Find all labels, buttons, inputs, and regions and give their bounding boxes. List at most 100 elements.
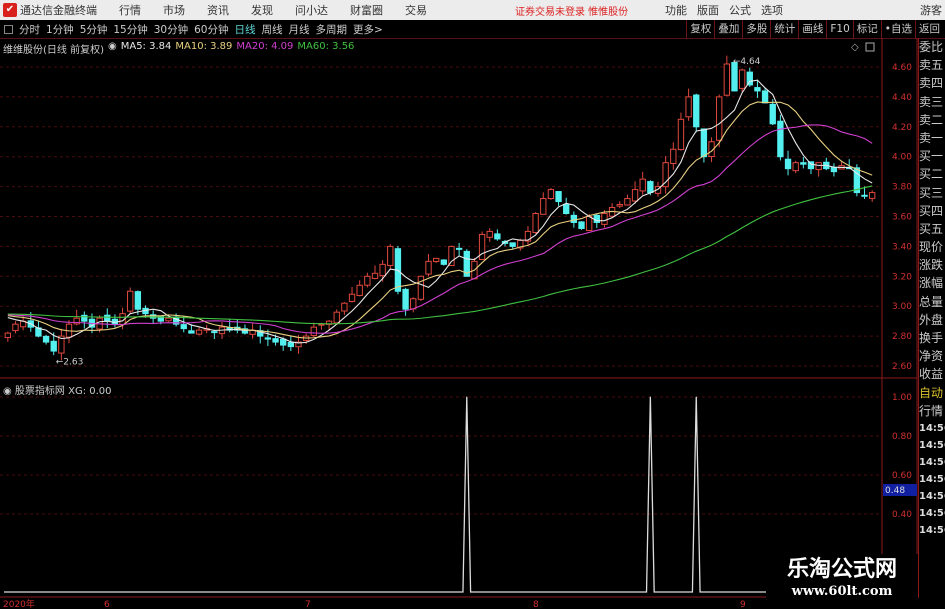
candle xyxy=(195,327,203,336)
ma20-line xyxy=(7,124,873,334)
toolbar-button-8[interactable]: 返回 xyxy=(915,20,943,39)
candle xyxy=(65,320,73,344)
price-tick: 4.20 xyxy=(892,123,912,133)
right-menu-1[interactable]: 版面 xyxy=(697,4,719,17)
login-status[interactable]: 证券交易未登录 惟惟股份 xyxy=(515,6,629,18)
candle xyxy=(746,67,753,87)
candle xyxy=(494,229,501,241)
indicator-tick: 0.40 xyxy=(892,510,912,520)
quote-label: 现价 xyxy=(919,240,944,255)
period-toolbar: 分时 1分钟 5分钟 15分钟 30分钟 60分钟 日线 周线 月线 多周期 更多> 复权 叠加 多股统… xyxy=(0,20,945,39)
toolbar-button-1[interactable]: 叠加 xyxy=(714,20,742,39)
period-tab-0[interactable]: 分时 xyxy=(19,23,40,36)
candle xyxy=(769,99,776,126)
period-tab-1[interactable]: 1分钟 xyxy=(46,23,74,36)
price-tick: 3.00 xyxy=(892,302,912,312)
main-chart-info: 维维股份(日线 前复权) ◉ MA5: 3.84 MA10: 3.89 MA20… xyxy=(3,41,354,56)
candle xyxy=(631,181,639,204)
ma10-line xyxy=(7,101,873,339)
xg-value: XG: 0.00 xyxy=(68,386,112,397)
quote-label: 卖一 xyxy=(919,130,944,145)
quote-label: 卖四 xyxy=(919,76,944,91)
candle xyxy=(639,171,646,195)
quote-panel: 委比 卖五 卖四 卖三 卖二 卖一 买一 买二 买三 买四 买五 现价 涨跌 涨幅 总量 外盘 换手 净资 收益 自动… xyxy=(918,38,945,598)
date-tick: 9 xyxy=(740,600,746,609)
price-tick: 4.40 xyxy=(892,93,912,103)
period-tab-8[interactable]: 月线 xyxy=(288,23,310,36)
candle xyxy=(624,194,631,206)
settings-icon[interactable]: ◉ xyxy=(107,41,117,52)
right-menu-3[interactable]: 选项 xyxy=(761,4,783,17)
expand-icon[interactable] xyxy=(865,42,875,52)
indicator-info: ◉ 股票指标网 XG: 0.00 xyxy=(3,382,112,397)
candle xyxy=(81,311,88,329)
candle xyxy=(616,201,623,209)
candle xyxy=(823,157,830,171)
candle xyxy=(815,162,822,177)
period-tab-6[interactable]: 日线 xyxy=(234,23,256,36)
xg-signal-peak xyxy=(649,396,651,398)
ma60-line xyxy=(7,185,873,325)
candle xyxy=(455,242,463,256)
low-annotation: ←2.63 xyxy=(56,358,84,368)
candle xyxy=(4,331,12,342)
xg-signal-peak xyxy=(466,396,468,398)
settings-icon[interactable]: ◉ xyxy=(3,386,12,397)
quote-label: 卖三 xyxy=(919,94,944,109)
period-tab-4[interactable]: 30分钟 xyxy=(153,23,189,36)
quote-tab[interactable]: 行情 xyxy=(919,403,944,418)
candle xyxy=(280,337,287,351)
menu-4[interactable]: 问小达 xyxy=(295,4,328,17)
watermark-name: 乐淘公式网 xyxy=(786,556,897,582)
watermark-url: www.60lt.com xyxy=(791,584,893,599)
right-menu-2[interactable]: 公式 xyxy=(729,4,751,17)
tick-time: 14:56 xyxy=(919,507,945,519)
toolbar-button-0[interactable]: 复权 xyxy=(686,20,714,39)
candle xyxy=(685,88,692,121)
period-tab-5[interactable]: 60分钟 xyxy=(194,23,229,36)
guest-button[interactable]: 游客 xyxy=(920,4,942,17)
right-menu-0[interactable]: 功能 xyxy=(665,4,687,17)
candle xyxy=(448,245,455,267)
auto-button[interactable]: 自动 xyxy=(919,385,944,400)
toolbar-button-3[interactable]: 统计 xyxy=(770,20,798,39)
tick-time: 14:56 xyxy=(919,456,945,468)
price-tick: 3.40 xyxy=(892,242,912,252)
period-tab-10[interactable]: 更多> xyxy=(353,23,383,36)
candle xyxy=(12,321,19,334)
candle xyxy=(325,320,333,331)
menu-3[interactable]: 发现 xyxy=(251,4,273,17)
period-tab-7[interactable]: 周线 xyxy=(261,23,283,36)
panel-toggle-icon[interactable] xyxy=(4,24,13,34)
quote-label: 买五 xyxy=(919,221,944,236)
period-tab-3[interactable]: 15分钟 xyxy=(113,23,148,36)
menu-2[interactable]: 资讯 xyxy=(207,4,229,17)
candle xyxy=(723,55,731,97)
menu-6[interactable]: 交易 xyxy=(405,4,427,17)
ma10-value: MA10: 3.89 xyxy=(175,41,233,52)
candle xyxy=(234,318,241,334)
toolbar-button-5[interactable]: F10 xyxy=(826,20,852,39)
candle xyxy=(134,290,142,315)
candle xyxy=(601,210,608,228)
toolbar-button-6[interactable]: 标记 xyxy=(852,20,881,39)
date-tick: 2020年 xyxy=(3,598,35,609)
toolbar-button-4[interactable]: 画线 xyxy=(798,20,826,39)
ma5-value: MA5: 3.84 xyxy=(120,41,172,52)
tick-time: 14:56 xyxy=(919,490,945,502)
toolbar-button-7[interactable]: •自选 xyxy=(880,20,915,39)
period-tab-9[interactable]: 多周期 xyxy=(315,23,348,36)
menu-5[interactable]: 财富圈 xyxy=(350,4,383,17)
candle xyxy=(555,191,562,206)
period-tab-2[interactable]: 5分钟 xyxy=(79,23,108,36)
tick-time: 14:56 xyxy=(919,439,945,451)
indicator-name: 股票指标网 xyxy=(14,386,65,397)
menu-1[interactable]: 市场 xyxy=(163,4,185,17)
menu-0[interactable]: 行情 xyxy=(119,4,141,17)
diamond-icon[interactable]: ◇ xyxy=(851,42,859,53)
quote-label: 收益 xyxy=(919,367,944,382)
toolbar-button-2[interactable]: 多股 xyxy=(742,20,770,39)
tick-time: 14:56 xyxy=(919,524,945,536)
candle xyxy=(868,190,876,202)
